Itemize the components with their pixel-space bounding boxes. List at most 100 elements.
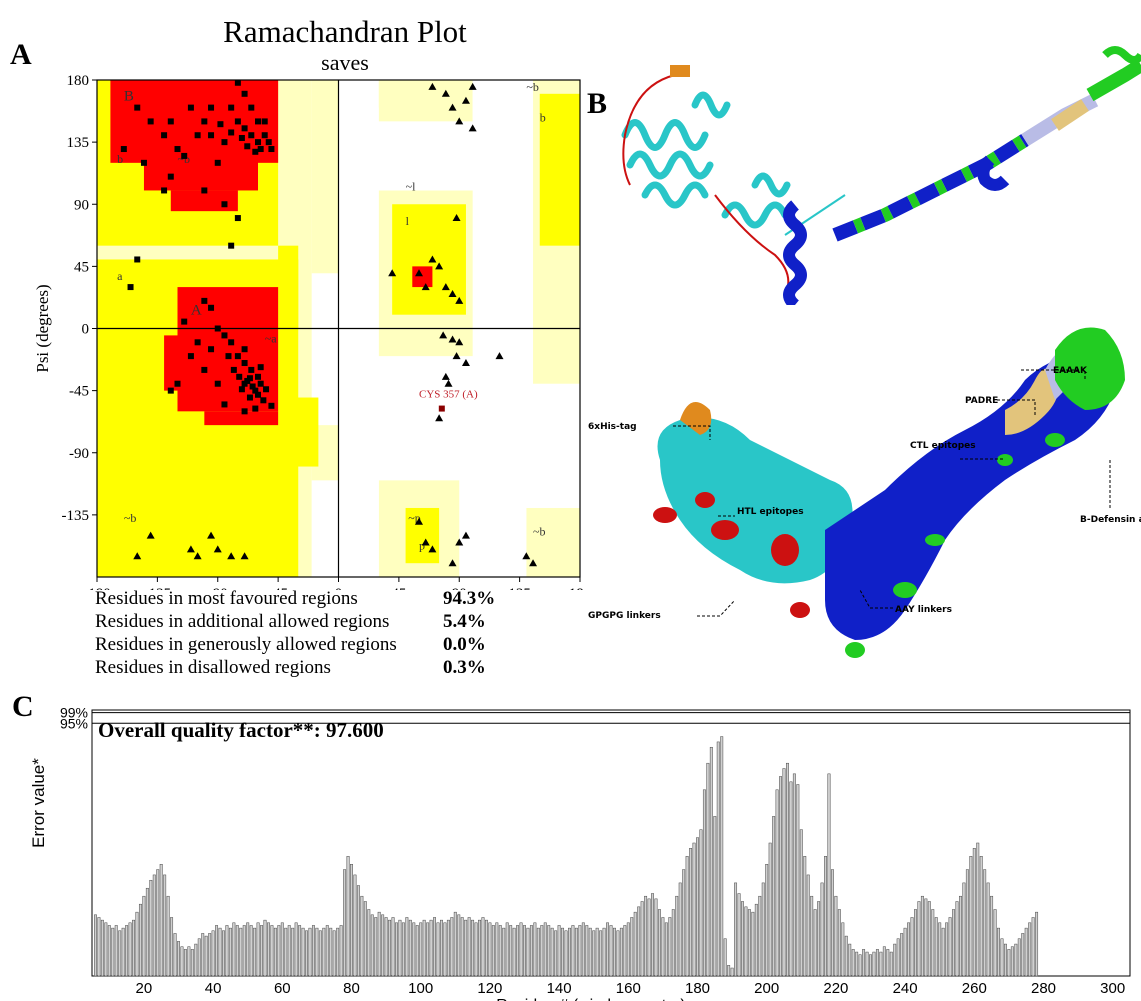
ribbon-loop [622,74,790,296]
error-bar [356,885,360,977]
x-axis-label: Residue # (window center) [496,997,685,1001]
region-allowed [278,245,299,329]
error-bar [495,922,499,977]
error-bar [671,909,675,977]
outlier-label: CYS 357 (A) [419,389,478,401]
error-bar [426,922,430,977]
surface-structure: EAAAK PADRE 6xHis-tag CTL epitopes B-Def… [588,327,1141,658]
residue-point-triangle [468,82,477,90]
residue-point-triangle [146,531,155,539]
residue-point-square [438,405,445,412]
residue-point-triangle [428,82,437,90]
ribbon-padre-segment [1051,99,1089,131]
error-bar [464,919,468,977]
label-defensin: B-Defensin adjuvant [1080,515,1141,525]
error-bar [322,927,326,977]
x-tick-label: 100 [408,980,433,997]
error-bar [104,922,108,977]
error-bar [242,925,246,977]
error-bar [509,925,513,977]
error-bar [1031,917,1035,977]
error-bar [907,922,911,977]
stat-label: Residues in disallowed regions [95,657,331,678]
error-bar [609,925,613,977]
residue-point-square [147,118,154,125]
residue-point-square [214,325,221,332]
residue-point-square [255,373,261,380]
error-bar [644,895,648,977]
error-bar [606,922,610,977]
error-bar [412,922,416,977]
ribbon-structure [621,46,1141,305]
residue-point-square [140,159,147,166]
error-bar [657,909,661,977]
residue-point-square [228,129,235,136]
error-bar [374,917,378,977]
error-bar [938,922,942,977]
residue-point-square [228,339,235,346]
error-bar [896,938,900,977]
residue-point-triangle [448,559,457,567]
residue-point-square [221,401,228,408]
ribbon-ctl-helix [832,134,1029,242]
stat-value: 0.0% [443,634,486,655]
x-tick-label: -90 [208,586,228,590]
residue-point-square [255,139,261,146]
error-bar [889,951,893,977]
region-allowed [405,507,440,564]
residue-point-square [167,173,174,180]
error-bar [723,938,727,977]
surface-padre [1005,368,1059,435]
error-bar [630,917,634,977]
x-tick-label: 135 [508,586,531,590]
error-bar [578,925,582,977]
error-bar [865,951,869,977]
residue-point-triangle [452,214,461,222]
residue-point-square [241,360,248,367]
error-bar [301,927,305,977]
error-bar [433,917,437,977]
error-bar [215,925,219,977]
surface-green-patches [845,433,1065,658]
error-bar [741,901,744,977]
stat-label: Residues in most favoured regions [95,588,358,609]
error-bar [927,901,931,977]
error-bar [910,917,914,977]
error-bar [827,773,831,977]
error-bar [841,922,845,977]
error-bar [183,949,187,977]
x-tick-label: 160 [616,980,641,997]
error-bar [727,965,731,977]
error-bar [990,895,994,977]
ramachandran-title: Ramachandran Plot [223,14,467,49]
error-bar [709,746,713,977]
region-disallowed [311,480,379,577]
error-bar [305,930,308,977]
residue-point-triangle [428,255,437,263]
error-bar [443,922,447,977]
residue-point-square [234,118,241,125]
error-bar [208,933,212,977]
error-bar [318,930,322,977]
error-bar [204,935,208,977]
residue-point-square [208,346,215,353]
residue-point-triangle [468,124,477,132]
error-bar [931,909,935,977]
error-bar [592,930,596,977]
ribbon-adjuvant-segment [1086,59,1141,102]
residue-point-square [261,118,268,125]
error-bar [502,927,506,977]
residue-point-triangle [240,552,249,560]
error-bar [363,901,367,977]
residue-point-square [201,366,208,373]
region-label: b [117,152,123,166]
residue-point-square [127,284,134,291]
error-bar [201,933,205,977]
error-bar [436,922,440,977]
error-bar [211,930,215,977]
error-bar [858,954,862,977]
residue-point-square [134,256,141,263]
residue-point-triangle [421,538,430,546]
residue-point-square [265,139,272,146]
x-tick-label: 90 [452,586,467,590]
